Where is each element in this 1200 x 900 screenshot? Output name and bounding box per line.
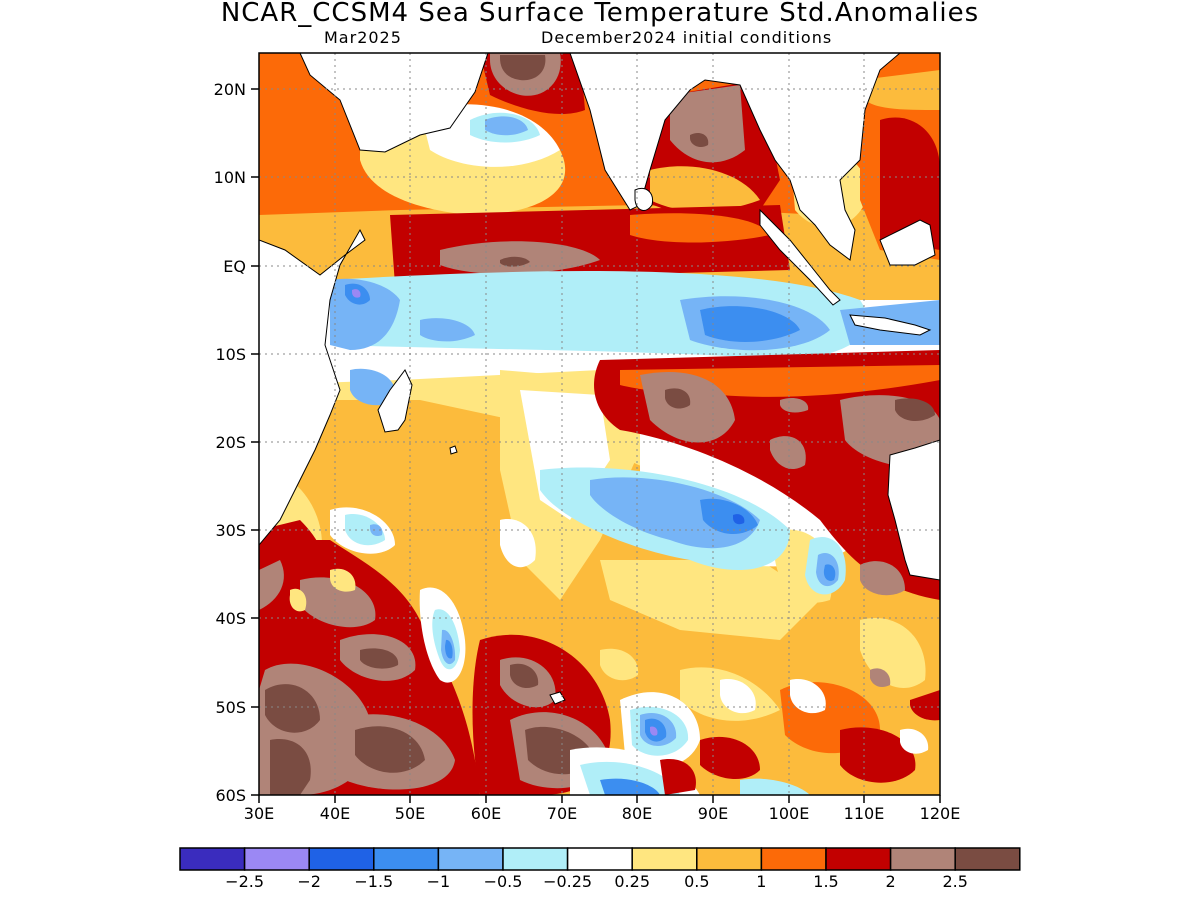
anomaly-field (259, 53, 940, 795)
colorbar-swatch (696, 847, 763, 871)
map-frame (258, 52, 941, 796)
lat-tick-label: 10S (215, 345, 246, 364)
lon-axis: 30E 40E 50E 60E 70E 80E 90E 100E 110E 12… (244, 795, 961, 823)
colorbar-swatch (437, 847, 504, 871)
colorbar-swatch (825, 847, 892, 871)
colorbar-label: −1.5 (354, 872, 393, 891)
lon-tick-label: 70E (547, 804, 577, 823)
colorbar-swatch (566, 847, 633, 871)
lon-tick-label: 60E (471, 804, 501, 823)
lon-tick-label: 90E (698, 804, 728, 823)
colorbar-swatch (631, 847, 698, 871)
colorbar-swatch (954, 847, 1021, 871)
lon-tick-label: 80E (622, 804, 652, 823)
lat-tick-label: EQ (223, 257, 246, 276)
colorbar-label: −1 (427, 872, 451, 891)
colorbar-label: 2 (886, 872, 896, 891)
map-title: NCAR_CCSM4 Sea Surface Temperature Std.A… (220, 0, 980, 28)
colorbar-label: 1.5 (813, 872, 838, 891)
colorbar-swatch (308, 847, 375, 871)
gridlines (259, 53, 940, 795)
lon-tick-label: 110E (844, 804, 885, 823)
lat-tick-label: 20S (215, 433, 246, 452)
lat-tick-label: 10N (214, 168, 246, 187)
lat-tick-label: 20N (214, 80, 246, 99)
colorbar-label: 0.5 (684, 872, 709, 891)
colorbar-label: −0.25 (543, 872, 592, 891)
lon-tick-label: 120E (920, 804, 961, 823)
lat-axis: 20N 10N EQ 10S 20S 30S 40S 50S 60S (214, 80, 259, 805)
valid-month-label: Mar2025 (324, 28, 402, 47)
lon-tick-label: 30E (244, 804, 274, 823)
lon-tick-label: 100E (769, 804, 810, 823)
lat-tick-label: 50S (215, 698, 246, 717)
lat-tick-label: 40S (215, 609, 246, 628)
colorbar-swatches (179, 847, 1021, 871)
colorbar-swatch (243, 847, 310, 871)
colorbar-swatch (889, 847, 956, 871)
colorbar: −2.5 −2 −1.5 −1 −0.5 −0.25 0.25 0.5 1 1.5 2 2.5 (179, 847, 1021, 891)
lon-tick-label: 50E (395, 804, 425, 823)
colorbar-label: 2.5 (942, 872, 967, 891)
colorbar-label: −0.5 (484, 872, 523, 891)
colorbar-label: 1 (756, 872, 766, 891)
colorbar-label: −2.5 (225, 872, 264, 891)
colorbar-swatch (760, 847, 827, 871)
init-conditions-label: December2024 initial conditions (541, 28, 833, 47)
colorbar-label: 0.25 (614, 872, 650, 891)
colorbar-label: −2 (297, 872, 321, 891)
lat-tick-label: 60S (215, 786, 246, 805)
colorbar-swatch (179, 847, 246, 871)
lon-tick-label: 40E (320, 804, 350, 823)
colorbar-labels: −2.5 −2 −1.5 −1 −0.5 −0.25 0.25 0.5 1 1.5 2 2.5 (225, 872, 968, 891)
lat-tick-label: 30S (215, 521, 246, 540)
colorbar-swatch (373, 847, 440, 871)
colorbar-swatch (502, 847, 569, 871)
